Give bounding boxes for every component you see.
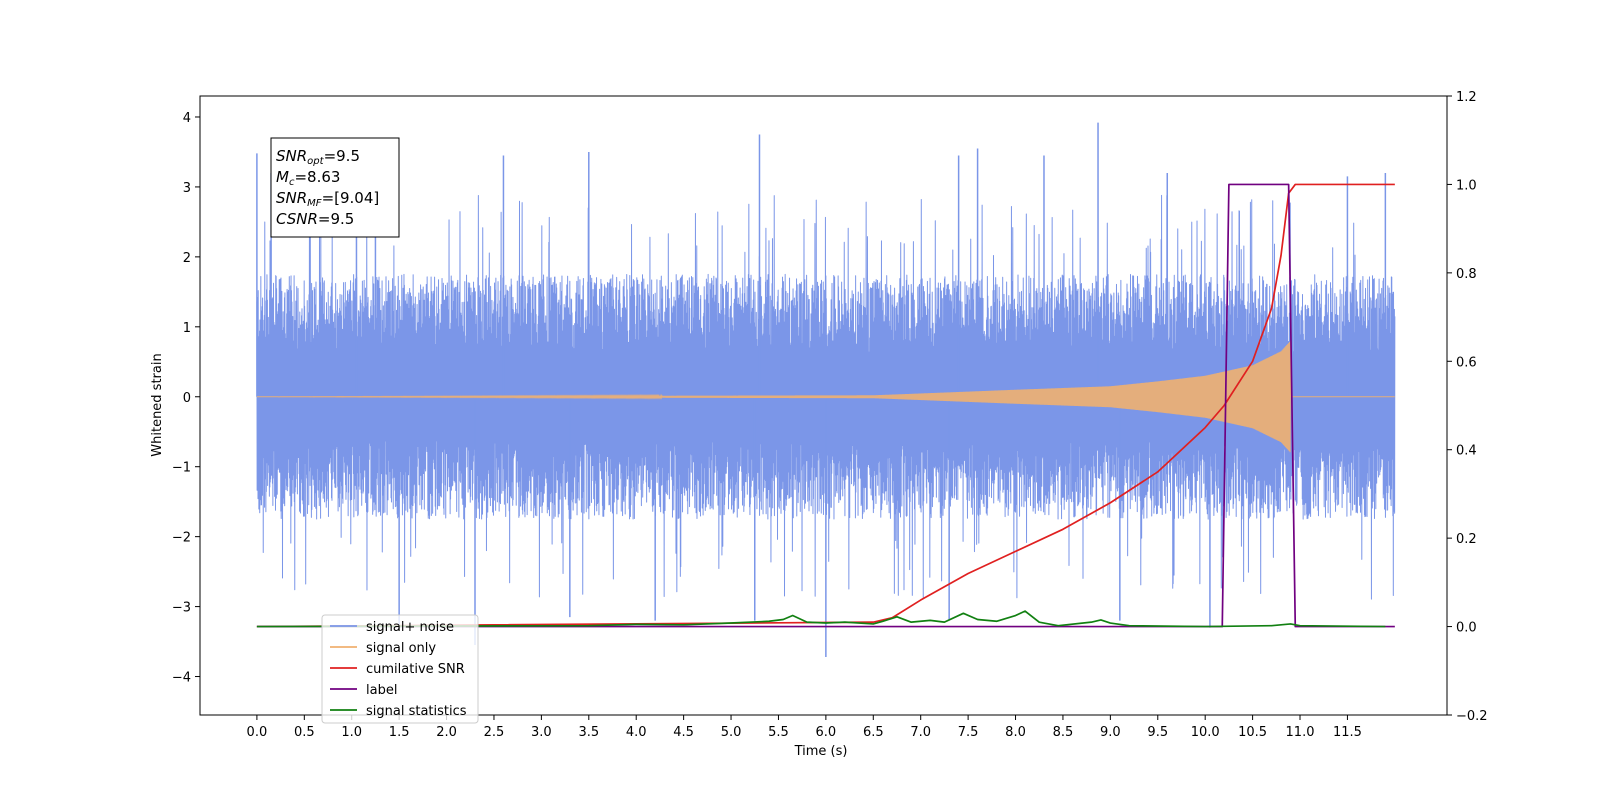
x-tick-label: 0.5 <box>294 725 315 740</box>
y-axis-label-left: Whitened strain <box>150 353 165 456</box>
x-tick-label: 2.5 <box>484 725 505 740</box>
y-tick-label-left: 2 <box>183 251 191 266</box>
y-tick-label-left: 0 <box>183 391 191 406</box>
legend-label: label <box>366 683 397 698</box>
y-tick-label-right: 0.0 <box>1456 621 1477 636</box>
legend-label: cumilative SNR <box>366 662 465 677</box>
y-tick-label-right: 1.0 <box>1456 178 1477 193</box>
x-tick-label: 9.0 <box>1100 725 1121 740</box>
x-tick-label: 6.5 <box>863 725 884 740</box>
legend-label: signal only <box>366 641 436 656</box>
y-axis-right: 1.2 1.0 0.8 0.6 0.4 0.2 0.0 −0.2 <box>1447 90 1488 724</box>
series-cumilative-snr <box>256 183 1395 628</box>
x-tick-label: 1.5 <box>389 725 410 740</box>
x-tick-label: 4.0 <box>626 725 647 740</box>
x-tick-label: 0.0 <box>247 725 268 740</box>
y-tick-label-right: 0.2 <box>1456 532 1477 547</box>
legend: signal+ noise signal only cumilative SNR la… <box>321 614 479 724</box>
x-tick-label: 7.0 <box>910 725 931 740</box>
legend-item: signal statistics <box>330 704 467 719</box>
x-axis-label: Time (s) <box>794 744 848 759</box>
y-tick-label-left: −4 <box>172 671 191 686</box>
x-tick-label: 8.5 <box>1053 725 1074 740</box>
x-tick-label: 2.0 <box>436 725 457 740</box>
x-tick-label: 6.0 <box>816 725 837 740</box>
annotation-line: CSNR=9.5 <box>276 210 354 228</box>
series-signal-noise <box>256 194 1396 600</box>
legend-item: signal+ noise <box>330 620 454 635</box>
x-tick-label: 5.5 <box>768 725 789 740</box>
x-tick-label: 7.5 <box>958 725 979 740</box>
annotation-frame <box>270 137 400 238</box>
y-tick-label-left: −3 <box>172 601 191 616</box>
series-layer <box>256 122 1396 657</box>
annotation-line: SNRopt=9.5 <box>276 147 360 167</box>
x-tick-label: 11.5 <box>1333 725 1362 740</box>
x-tick-label: 9.5 <box>1147 725 1168 740</box>
legend-item: signal only <box>330 641 436 656</box>
x-tick-label: 5.0 <box>721 725 742 740</box>
y-tick-label-left: 4 <box>183 111 191 126</box>
y-tick-label-left: 1 <box>183 321 191 336</box>
legend-label: signal statistics <box>366 704 467 719</box>
y-tick-label-right: 0.8 <box>1456 267 1477 282</box>
x-tick-label: 10.0 <box>1191 725 1220 740</box>
x-tick-label: 8.0 <box>1005 725 1026 740</box>
y-tick-label-right: −0.2 <box>1456 709 1488 724</box>
x-tick-label: 3.5 <box>578 725 599 740</box>
legend-frame <box>321 614 479 724</box>
legend-label: signal+ noise <box>366 620 454 635</box>
annotation-line: SNRMF=[9.04] <box>276 189 379 209</box>
x-tick-label: 3.0 <box>531 725 552 740</box>
x-tick-label: 1.0 <box>341 725 362 740</box>
legend-item: cumilative SNR <box>330 662 465 677</box>
annotation-line: Mc=8.63 <box>276 168 340 188</box>
y-tick-label-right: 0.6 <box>1456 355 1477 370</box>
y-tick-label-left: −2 <box>172 531 191 546</box>
series-signal-only <box>256 340 1395 453</box>
noise-spikes <box>256 122 1387 657</box>
y-axis-left: 4 3 2 1 0 −1 −2 −3 −4 <box>172 111 200 686</box>
y-tick-label-right: 1.2 <box>1456 90 1477 105</box>
x-tick-label: 4.5 <box>673 725 694 740</box>
x-tick-label: 11.0 <box>1286 725 1315 740</box>
x-tick-label: 10.5 <box>1238 725 1267 740</box>
legend-item: label <box>330 683 397 698</box>
y-tick-label-left: 3 <box>183 181 191 196</box>
x-axis: 0.0 0.5 1.0 1.5 2.0 2.5 3.0 3.5 4.0 4.5 5.0 5.5 6.0 6… <box>247 715 1362 740</box>
series-signal-statistics <box>256 610 1386 628</box>
y-tick-label-left: −1 <box>172 461 191 476</box>
y-tick-label-right: 0.4 <box>1456 444 1477 459</box>
plot-frame <box>199 95 1448 716</box>
